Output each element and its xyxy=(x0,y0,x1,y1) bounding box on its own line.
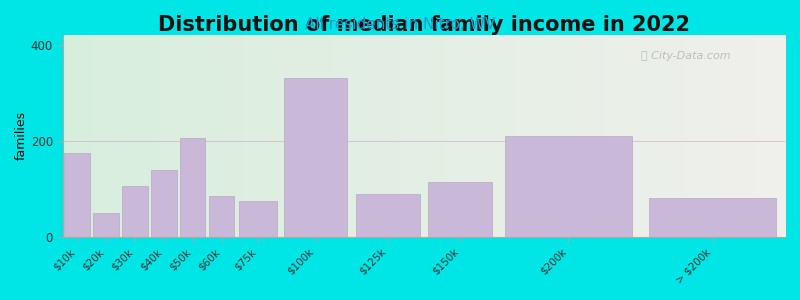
Bar xyxy=(356,194,419,237)
Bar xyxy=(505,136,632,237)
Bar xyxy=(284,78,347,237)
Bar xyxy=(428,182,492,237)
Bar xyxy=(151,169,177,237)
Y-axis label: families: families xyxy=(15,111,28,160)
Bar xyxy=(122,186,148,237)
Title: Distribution of median family income in 2022: Distribution of median family income in … xyxy=(158,15,690,35)
Text: ⓘ City-Data.com: ⓘ City-Data.com xyxy=(641,51,730,61)
Bar xyxy=(180,138,206,237)
Bar xyxy=(650,198,776,237)
Text: All residents in Nitro, WV: All residents in Nitro, WV xyxy=(305,17,495,32)
Bar xyxy=(238,201,277,237)
Bar xyxy=(94,213,118,237)
Bar xyxy=(65,153,90,237)
Bar xyxy=(209,196,234,237)
